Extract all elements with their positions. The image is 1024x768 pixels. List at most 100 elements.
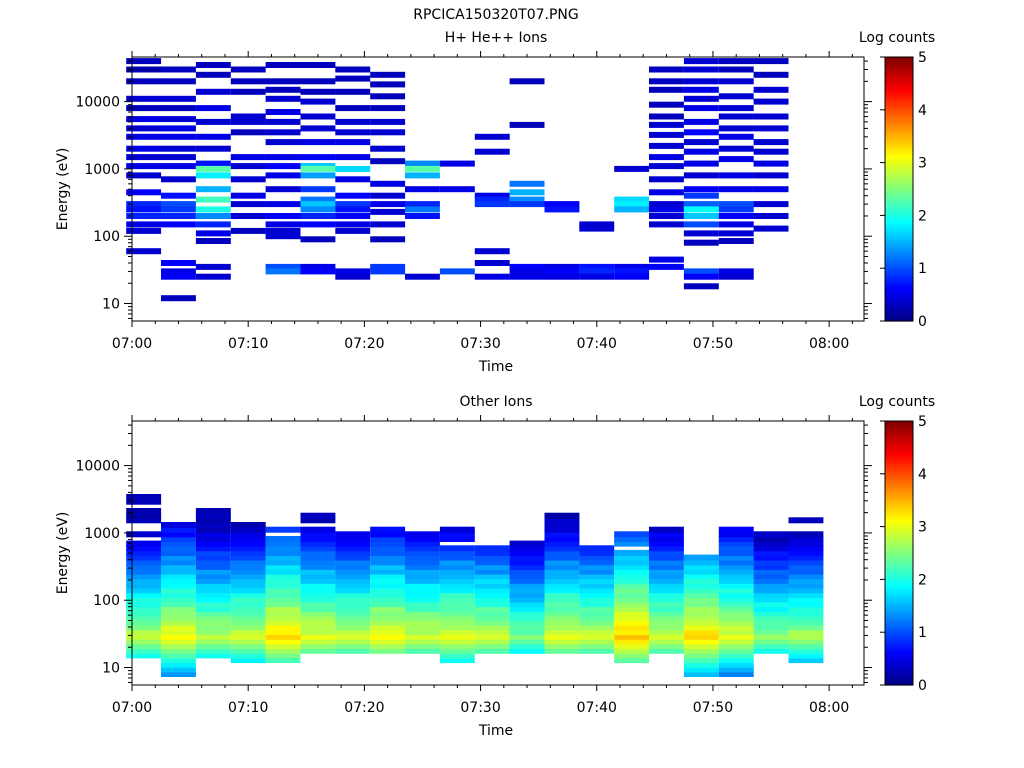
heatmap-cell [230, 582, 266, 589]
heatmap-cell [195, 273, 231, 280]
heatmap-cell [230, 619, 266, 626]
colorbar-swatch [885, 600, 913, 604]
heatmap-cell [753, 638, 789, 645]
heatmap-cell [265, 526, 301, 533]
heatmap-cell [683, 643, 719, 650]
heatmap-cell [265, 629, 301, 636]
colorbar-swatch [885, 178, 913, 182]
colorbar-swatch [885, 460, 913, 464]
heatmap-cell [335, 221, 371, 228]
heatmap-cell [126, 605, 162, 612]
heatmap-cell [614, 624, 650, 631]
heatmap-cell [579, 615, 615, 622]
heatmap-cell [788, 633, 824, 640]
colorbar-swatch [885, 57, 913, 61]
heatmap-cell [544, 559, 580, 566]
heatmap-cell [544, 624, 580, 631]
heatmap-cell [300, 165, 336, 172]
heatmap-cell [683, 95, 719, 102]
heatmap-cell [718, 554, 754, 561]
heatmap-cell [614, 268, 650, 275]
heatmap-cell [230, 549, 266, 556]
heatmap-cell [614, 596, 650, 603]
heatmap-cell [230, 638, 266, 645]
heatmap-cell [370, 531, 406, 538]
colorbar-swatch [885, 637, 913, 641]
colorbar-swatch [885, 310, 913, 314]
colorbar-swatch [885, 608, 913, 612]
colorbar-swatch [885, 489, 913, 493]
heatmap-cell [788, 554, 824, 561]
heatmap-cell [614, 633, 650, 640]
heatmap-cell [126, 531, 162, 538]
colorbar-swatch [885, 592, 913, 596]
heatmap-cell [439, 652, 475, 659]
heatmap-cell [683, 582, 719, 589]
colorbar-swatch [885, 563, 913, 567]
heatmap-cell [195, 568, 231, 575]
heatmap-cell [335, 554, 371, 561]
heatmap-cell [161, 624, 196, 631]
heatmap-cell [265, 587, 301, 594]
colorbar-swatch [885, 534, 913, 538]
colorbar-swatch [885, 431, 913, 435]
heatmap-cell [265, 213, 301, 219]
heatmap-cell [195, 105, 231, 112]
colorbar-swatch [885, 632, 913, 636]
colorbar-label: Log counts [859, 394, 935, 410]
colorbar-swatch [885, 558, 913, 562]
colorbar-swatch [885, 165, 913, 169]
colorbar-swatch [885, 173, 913, 177]
heatmap-cell [614, 577, 650, 584]
heatmap-cell [439, 610, 475, 617]
colorbar-swatch [885, 597, 913, 602]
heatmap-cell [195, 559, 231, 566]
colorbar-swatch [885, 202, 913, 206]
panel-h-he-ions: H+ He++ Ions Log counts 07:00 07:10 07:20 0… [55, 30, 935, 375]
heatmap-cell [161, 629, 196, 636]
heatmap-cell [544, 540, 580, 547]
heatmap-cell [230, 88, 266, 95]
heatmap-cell [614, 573, 650, 580]
heatmap-cell [161, 531, 196, 538]
heatmap-cell [335, 605, 371, 612]
heatmap-cell [683, 78, 719, 85]
heatmap-cell [126, 105, 162, 112]
colorbar-swatch [885, 500, 913, 504]
colorbar-swatch [885, 149, 913, 153]
heatmap-cell [335, 118, 371, 125]
heatmap-cell [474, 591, 510, 598]
heatmap-cell [509, 619, 545, 626]
heatmap-cell [718, 78, 754, 85]
heatmap-cell [753, 601, 789, 608]
heatmap-cell [370, 601, 406, 608]
colorbar-swatch [885, 679, 913, 683]
heatmap-cell [753, 58, 789, 65]
heatmap-cell [718, 643, 754, 650]
heatmap-cell [544, 633, 580, 640]
heatmap-cell [509, 638, 545, 645]
heatmap-cell [161, 652, 196, 659]
colorbar-swatch [885, 471, 913, 475]
heatmap-cell [230, 113, 266, 120]
heatmap-cell [544, 206, 580, 213]
heatmap-cell [230, 526, 266, 533]
heatmap-cell [230, 643, 266, 650]
heatmap-cell [405, 577, 440, 584]
heatmap-cell [230, 601, 266, 608]
heatmap-cell [718, 638, 754, 645]
heatmap-cell [718, 610, 754, 617]
heatmap-cell [614, 206, 650, 213]
heatmap-cell [614, 201, 650, 208]
colorbar-tick-label: 1 [918, 625, 927, 641]
heatmap-cell [195, 601, 231, 608]
heatmap-cell [195, 512, 231, 519]
colorbar-swatch [885, 78, 913, 82]
colorbar-swatch [885, 661, 913, 665]
heatmap-cell [788, 647, 824, 654]
heatmap-cell [126, 248, 162, 255]
heatmap-cell [753, 549, 789, 556]
heatmap-cell [614, 559, 650, 566]
heatmap-cell [300, 540, 336, 547]
colorbar-swatch [885, 568, 913, 573]
